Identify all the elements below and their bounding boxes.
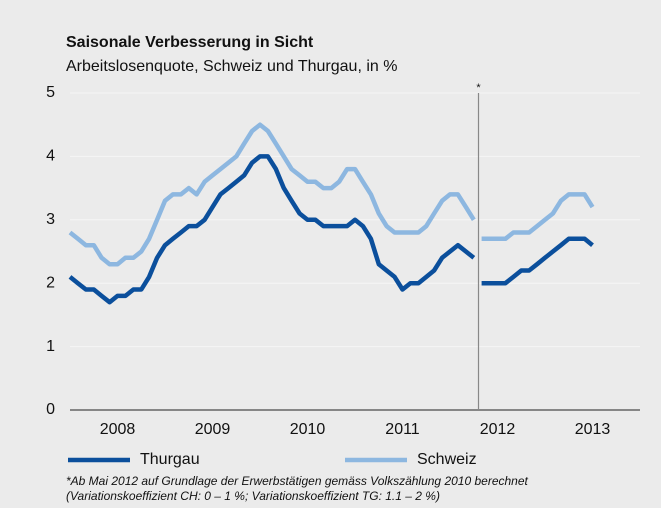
x-tick-label: 2009 [195,421,231,438]
y-tick-label: 0 [46,401,55,418]
legend-label: Thurgau [140,451,200,468]
y-tick-label: 5 [46,84,55,101]
x-tick-label: 2008 [100,421,136,438]
x-tick-label: 2012 [480,421,516,438]
annotation: * [476,82,481,94]
y-tick-label: 2 [46,274,55,291]
footnote: *Ab Mai 2012 auf Grundlage der Erwerbstä… [66,474,528,503]
chart-title: Saisonale Verbesserung in Sicht [66,34,314,51]
x-tick-label: 2013 [575,421,611,438]
x-tick-label: 2011 [385,421,420,438]
legend-label: Schweiz [417,451,477,468]
y-tick-label: 4 [46,148,55,165]
y-tick-label: 1 [46,338,55,355]
x-tick-label: 2010 [290,421,326,438]
series-line [68,122,595,267]
series-line [68,154,594,305]
y-tick-label: 3 [46,211,55,228]
chart-subtitle: Arbeitslosenquote, Schweiz und Thurgau, … [66,58,397,75]
